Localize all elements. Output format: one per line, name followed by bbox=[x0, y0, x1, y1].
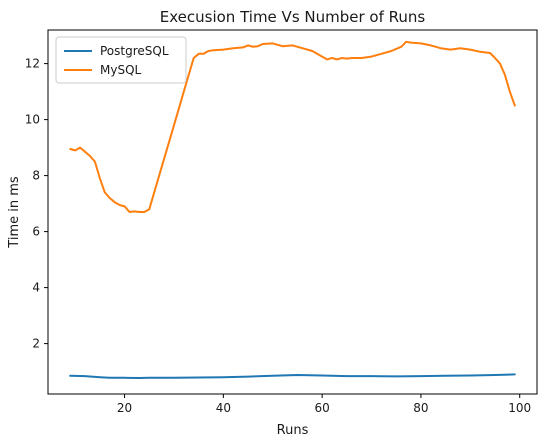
series-line-mysql bbox=[69, 40, 516, 213]
y-tick-label: 10 bbox=[25, 113, 40, 127]
y-tick-label: 2 bbox=[32, 337, 40, 351]
x-tick-label: 20 bbox=[117, 401, 132, 415]
legend-box bbox=[55, 36, 187, 84]
x-tick-label: 100 bbox=[508, 401, 531, 415]
chart-title: Execusion Time Vs Number of Runs bbox=[160, 8, 426, 26]
legend-label-postgresql: PostgreSQL bbox=[100, 44, 169, 58]
series-lines bbox=[69, 40, 516, 379]
ticks: 20 40 60 80 100 2 4 6 8 10 12 bbox=[25, 57, 531, 415]
y-axis-label: Time in ms bbox=[7, 176, 22, 249]
x-tick-label: 40 bbox=[216, 401, 231, 415]
y-tick-label: 6 bbox=[32, 225, 40, 239]
axes bbox=[47, 29, 538, 395]
legend-label-mysql: MySQL bbox=[100, 63, 142, 77]
x-tick-label: 60 bbox=[314, 401, 329, 415]
legend: PostgreSQL MySQL bbox=[55, 36, 187, 84]
y-tick-label: 12 bbox=[25, 57, 40, 71]
x-tick-label: 80 bbox=[413, 401, 428, 415]
x-axis-label: Runs bbox=[277, 423, 309, 438]
y-tick-label: 4 bbox=[32, 281, 40, 295]
y-tick-label: 8 bbox=[32, 169, 40, 183]
plot-frame bbox=[47, 29, 538, 395]
series-line-postgresql bbox=[69, 373, 516, 379]
